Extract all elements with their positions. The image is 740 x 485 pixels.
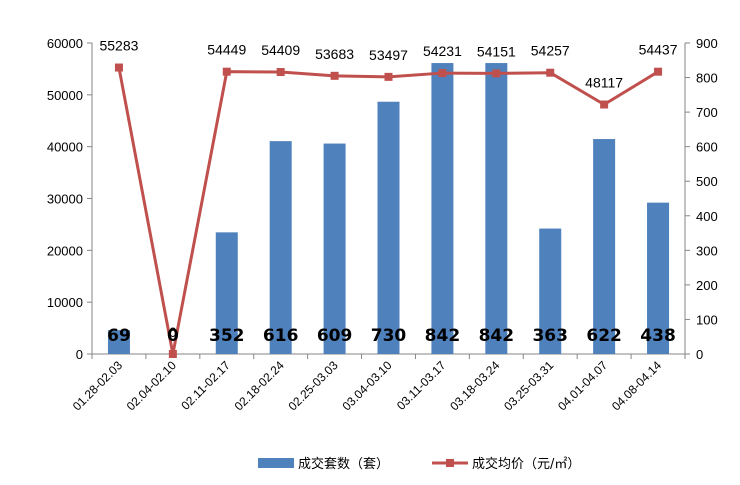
bar-data-label: 842: [479, 326, 515, 346]
price-data-label: 54231: [423, 43, 462, 59]
x-tick-label: 01.28-02.03: [70, 358, 125, 413]
line-series: [114, 63, 663, 358]
bar-data-label: 622: [586, 326, 622, 346]
x-tick-label: 04.01-04.07: [555, 358, 610, 413]
legend-bar-swatch: [258, 458, 294, 468]
bar: [377, 101, 400, 354]
bar-data-label: 616: [263, 326, 299, 346]
bar: [431, 63, 454, 354]
left-y-tick-label: 0: [76, 347, 83, 362]
right-y-tick-label: 800: [696, 71, 718, 86]
right-y-tick-label: 0: [696, 347, 703, 362]
right-y-tick-label: 700: [696, 105, 718, 120]
price-data-label: 0: [169, 324, 177, 340]
price-data-label: 55283: [99, 38, 138, 54]
price-point: [222, 67, 231, 76]
bar-data-label: 363: [532, 326, 568, 346]
price-point: [438, 69, 447, 78]
bar: [269, 141, 292, 354]
price-point: [654, 67, 663, 76]
price-data-label: 53683: [315, 46, 354, 62]
bar-data-label: 69: [107, 326, 131, 346]
price-data-label: 54437: [639, 42, 678, 58]
bar: [215, 232, 238, 354]
x-tick-label: 02.04-02.10: [124, 358, 179, 413]
left-y-tick-label: 20000: [47, 243, 83, 258]
bar-data-label: 842: [425, 326, 461, 346]
price-point: [114, 63, 123, 72]
right-y-tick-label: 400: [696, 209, 718, 224]
bar-data-label: 730: [371, 326, 407, 346]
left-y-tick-label: 10000: [47, 295, 83, 310]
right-y-tick-label: 600: [696, 140, 718, 155]
axes: 0 10000 20000 30000 40000 50000 60000 0 100 200 30…: [47, 36, 718, 362]
x-tick-label: 02.18-02.24: [232, 358, 287, 413]
price-point: [276, 68, 285, 77]
price-data-label: 54449: [207, 42, 246, 58]
price-data-label: 54257: [531, 43, 570, 59]
price-point: [168, 350, 177, 358]
bar-data-labels: 69 0 352 616 609 730 842 842 363 622 438: [107, 326, 676, 346]
legend: 成交套数（套） 成交均价（元/㎡）: [258, 456, 580, 472]
price-point: [492, 69, 501, 78]
right-y-tick-label: 200: [696, 278, 718, 293]
bar: [539, 228, 562, 354]
price-point: [384, 72, 393, 81]
right-y-tick-label: 100: [696, 312, 718, 327]
bar-data-label: 438: [640, 326, 676, 346]
bar: [323, 143, 346, 354]
legend-line-label: 成交均价（元/㎡）: [472, 456, 580, 472]
x-tick-label: 02.11-02.17: [178, 358, 233, 413]
x-tick-label: 03.18-03.24: [447, 358, 502, 413]
legend-bar-label: 成交套数（套）: [298, 456, 389, 472]
x-tick-label: 03.25-03.31: [501, 358, 556, 413]
price-data-label: 54409: [261, 42, 300, 58]
price-point: [330, 71, 339, 80]
x-tick-label: 02.25-03.03: [286, 358, 341, 413]
right-y-tick-label: 300: [696, 243, 718, 258]
left-y-tick-label: 30000: [47, 192, 83, 207]
price-data-label: 48117: [585, 75, 623, 91]
bar: [593, 139, 616, 354]
bar-data-label: 609: [317, 326, 353, 346]
bar: [647, 202, 670, 354]
legend-line-marker: [446, 459, 454, 467]
bar-data-label: 352: [209, 326, 245, 346]
bar: [107, 330, 130, 354]
bar: [485, 63, 508, 354]
left-y-tick-label: 50000: [47, 88, 83, 103]
x-tick-label: 04.08-04.14: [609, 358, 664, 413]
bar-series: [107, 63, 670, 354]
bar-data-label: 0: [167, 326, 179, 346]
x-tick-label: 03.11-03.17: [394, 358, 449, 413]
right-y-tick-label: 900: [696, 36, 718, 51]
price-point: [546, 68, 555, 77]
price-data-label: 54151: [477, 43, 516, 59]
left-y-tick-label: 40000: [47, 140, 83, 155]
price-data-label: 53497: [369, 47, 408, 63]
right-y-tick-label: 500: [696, 174, 718, 189]
line-data-labels: 55283 0 54449 54409 53683 53497 54231 54151 5425…: [99, 38, 677, 340]
x-tick-label: 03.04-03.10: [339, 358, 394, 413]
price-point: [600, 100, 609, 109]
left-y-tick-label: 60000: [47, 36, 83, 51]
